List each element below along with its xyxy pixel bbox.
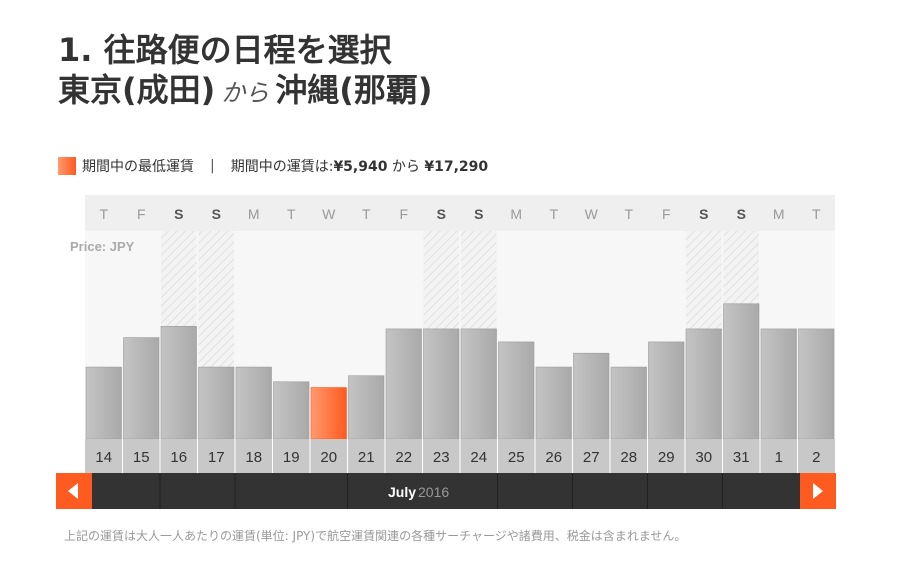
next-week-button[interactable] bbox=[800, 473, 836, 509]
fare-bar[interactable] bbox=[460, 328, 497, 440]
weekday-label: M bbox=[773, 206, 785, 222]
weekday-label: W bbox=[585, 206, 599, 222]
date-label[interactable]: 17 bbox=[208, 449, 225, 466]
fare-bar[interactable] bbox=[85, 366, 122, 440]
plot-area bbox=[85, 231, 835, 439]
fare-bar[interactable] bbox=[498, 341, 535, 440]
fare-footnote: 上記の運賃は大人一人あたりの運賃(単位: JPY)で航空運賃関連の各種サーチャー… bbox=[64, 529, 687, 543]
page-title: 1. 往路便の日程を選択 東京(成田) から 沖縄(那覇) bbox=[58, 30, 433, 113]
fare-bar[interactable] bbox=[123, 337, 160, 440]
weekday-label: T bbox=[99, 206, 108, 222]
fare-bar[interactable] bbox=[423, 328, 460, 440]
weekday-label: F bbox=[662, 206, 671, 222]
weekday-label: T bbox=[362, 206, 371, 222]
date-label[interactable]: 19 bbox=[283, 449, 300, 466]
fare-range-text: 期間中の運賃は:¥5,940 から ¥17,290 bbox=[231, 156, 488, 176]
fare-bar[interactable] bbox=[685, 328, 722, 440]
lowest-fare-label: 期間中の最低運賃 bbox=[82, 159, 194, 175]
fare-bar[interactable] bbox=[798, 328, 835, 440]
weekday-label: F bbox=[399, 206, 408, 222]
date-label[interactable]: 20 bbox=[320, 449, 337, 466]
date-label[interactable]: 25 bbox=[508, 449, 525, 466]
fare-bar-lowest[interactable] bbox=[310, 387, 347, 440]
date-label[interactable]: 2 bbox=[812, 449, 820, 466]
weekday-label: S bbox=[699, 206, 708, 222]
fare-bar[interactable] bbox=[723, 303, 760, 440]
weekday-label: M bbox=[248, 206, 260, 222]
month-year-label: July 2016 bbox=[388, 484, 449, 500]
title-line-1: 1. 往路便の日程を選択 bbox=[58, 31, 392, 69]
fare-range-prefix: 期間中の運賃は: bbox=[230, 159, 334, 175]
price-legend: 期間中の最低運賃 | 期間中の運賃は:¥5,940 から ¥17,290 bbox=[58, 156, 488, 176]
date-label[interactable]: 23 bbox=[433, 449, 450, 466]
date-label[interactable]: 1 bbox=[775, 449, 783, 466]
destination-label: 沖縄(那覇) bbox=[275, 71, 433, 109]
min-price: ¥5,940 bbox=[333, 159, 388, 175]
fare-bar[interactable] bbox=[610, 366, 647, 440]
weekday-label: S bbox=[474, 206, 483, 222]
weekday-label: S bbox=[212, 206, 221, 222]
fare-bar[interactable] bbox=[198, 366, 235, 440]
weekday-header-band bbox=[85, 195, 835, 231]
arrow-right-icon bbox=[813, 483, 823, 499]
date-label[interactable]: 21 bbox=[358, 449, 375, 466]
date-label[interactable]: 30 bbox=[695, 449, 712, 466]
lowest-fare-swatch bbox=[58, 157, 76, 175]
prev-week-button[interactable] bbox=[56, 473, 92, 509]
year-label: 2016 bbox=[418, 484, 449, 500]
weekday-label: M bbox=[510, 206, 522, 222]
date-label[interactable]: 24 bbox=[470, 449, 487, 466]
date-label[interactable]: 29 bbox=[658, 449, 675, 466]
weekday-label: T bbox=[812, 206, 821, 222]
date-label[interactable]: 16 bbox=[170, 449, 187, 466]
date-label[interactable]: 28 bbox=[620, 449, 637, 466]
fare-bar[interactable] bbox=[235, 366, 272, 440]
origin-label: 東京(成田) bbox=[58, 71, 216, 109]
arrow-left-icon bbox=[68, 483, 78, 499]
legend-separator: | bbox=[210, 158, 215, 174]
date-label[interactable]: 15 bbox=[133, 449, 150, 466]
price-axis-label: Price: JPY bbox=[70, 239, 135, 254]
fare-range-mid: から bbox=[391, 159, 420, 175]
fare-bar[interactable] bbox=[160, 326, 197, 440]
month-nav-bar bbox=[56, 473, 836, 509]
date-label[interactable]: 18 bbox=[245, 449, 262, 466]
weekday-label: F bbox=[137, 206, 146, 222]
fare-bar[interactable] bbox=[385, 328, 422, 440]
fare-bar[interactable] bbox=[760, 328, 797, 440]
date-label[interactable]: 27 bbox=[583, 449, 600, 466]
weekday-label: S bbox=[437, 206, 446, 222]
date-label[interactable]: 26 bbox=[545, 449, 562, 466]
fare-bar[interactable] bbox=[273, 381, 310, 440]
date-label[interactable]: 14 bbox=[95, 449, 112, 466]
title-route: 東京(成田) から 沖縄(那覇) bbox=[58, 70, 433, 113]
month-label: July bbox=[388, 484, 416, 500]
weekday-label: S bbox=[737, 206, 746, 222]
date-label[interactable]: 22 bbox=[395, 449, 412, 466]
weekday-label: S bbox=[174, 206, 183, 222]
weekday-label: T bbox=[624, 206, 633, 222]
fare-bar[interactable] bbox=[535, 366, 572, 440]
date-label[interactable]: 31 bbox=[733, 449, 750, 466]
weekday-label: W bbox=[322, 206, 336, 222]
weekday-label: T bbox=[549, 206, 558, 222]
fare-bar[interactable] bbox=[648, 341, 685, 440]
fare-bar[interactable] bbox=[348, 375, 385, 440]
weekday-label: T bbox=[287, 206, 296, 222]
max-price: ¥17,290 bbox=[424, 159, 489, 175]
fare-bar[interactable] bbox=[573, 352, 610, 440]
route-connector: から bbox=[221, 79, 270, 107]
